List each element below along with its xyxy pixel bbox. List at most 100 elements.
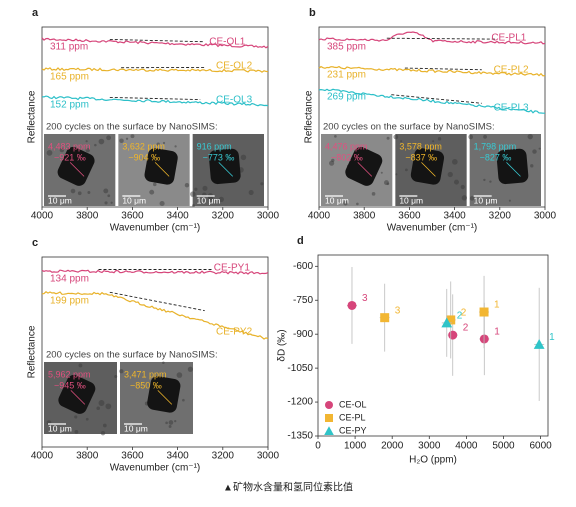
texture — [169, 420, 174, 425]
data-point — [380, 313, 389, 322]
point-label: 3 — [362, 293, 368, 304]
x-tick-label: 3600 — [398, 211, 421, 222]
texture — [372, 192, 376, 196]
texture — [393, 135, 398, 140]
image-ppm: 3,471 ppm — [124, 369, 167, 379]
x-tick-label: 3800 — [76, 211, 99, 222]
x-tick-label: 4000 — [455, 441, 478, 452]
x-tick-label: 4000 — [31, 211, 54, 222]
texture — [356, 203, 359, 206]
x-tick-label: 3200 — [212, 451, 235, 462]
image-dD: −827 ‰ — [480, 152, 512, 162]
image-ppm: 3,578 ppm — [399, 141, 442, 151]
scale-label: 10 μm — [124, 423, 148, 433]
texture — [185, 183, 189, 187]
texture — [174, 145, 176, 147]
x-tick-label: 6000 — [529, 441, 552, 452]
texture — [194, 188, 197, 191]
texture — [162, 362, 165, 365]
texture — [509, 200, 511, 202]
texture — [532, 149, 536, 153]
texture — [452, 159, 458, 165]
point-label: 1 — [494, 327, 500, 338]
texture — [96, 407, 100, 411]
x-axis-label: Wavenumber (cm⁻¹) — [387, 223, 477, 234]
y-axis-label: Reflectance — [27, 325, 38, 378]
texture — [462, 195, 467, 200]
texture — [119, 369, 123, 373]
y-axis-label: δD (‰) — [277, 329, 288, 361]
texture — [101, 431, 105, 435]
curve-ppm: 269 ppm — [327, 92, 366, 103]
texture — [387, 182, 390, 185]
texture — [387, 137, 390, 140]
point-label: 2 — [457, 311, 463, 322]
x-tick-label: 4000 — [308, 211, 331, 222]
point-label: 2 — [463, 323, 469, 334]
texture — [381, 172, 383, 174]
image-dD: −904 ‰ — [128, 152, 160, 162]
x-tick-label: 3000 — [257, 451, 280, 462]
curve-ppm: 199 ppm — [50, 296, 89, 307]
x-axis-label: H₂O (ppm) — [409, 455, 457, 466]
x-tick-label: 5000 — [492, 441, 515, 452]
nanosims-note: 200 cycles on the surface by NanoSIMS: — [323, 122, 495, 133]
texture — [106, 135, 111, 140]
texture — [99, 400, 105, 406]
texture — [182, 399, 185, 402]
image-ppm: 4,476 ppm — [325, 141, 368, 151]
curve-name: CE-OL1 — [209, 37, 246, 48]
texture — [530, 164, 533, 167]
curve-name: CE-PY2 — [216, 327, 253, 338]
image-ppm: 4,483 ppm — [48, 141, 91, 151]
texture — [174, 420, 176, 422]
texture — [461, 185, 465, 189]
x-tick-label: 3400 — [166, 451, 189, 462]
x-tick-label: 3400 — [443, 211, 466, 222]
texture — [126, 138, 128, 140]
texture — [94, 144, 97, 147]
texture — [107, 194, 110, 197]
scale-label: 10 μm — [474, 195, 498, 205]
texture — [188, 367, 193, 372]
scale-label: 10 μm — [48, 423, 72, 433]
image-dD: −921 ‰ — [54, 152, 86, 162]
y-tick-label: -1050 — [287, 363, 313, 374]
texture — [483, 135, 487, 139]
texture — [169, 425, 172, 428]
curve-name: CE-PY1 — [214, 263, 251, 274]
texture — [78, 191, 82, 195]
x-axis-label: Wavenumber (cm⁻¹) — [110, 223, 200, 234]
panel-letter: b — [309, 7, 316, 19]
texture — [405, 168, 408, 171]
x-tick-label: 3000 — [534, 211, 557, 222]
texture — [448, 172, 453, 177]
y-tick-label: -750 — [293, 295, 313, 306]
curve-name: CE-PL3 — [494, 103, 529, 114]
image-dD: −773 ‰ — [203, 152, 235, 162]
x-axis-label: Wavenumber (cm⁻¹) — [110, 463, 200, 474]
image-dD: −850 ‰ — [130, 380, 162, 390]
scale-label: 10 μm — [197, 195, 221, 205]
curve-ppm: 134 ppm — [50, 274, 89, 285]
y-tick-label: -600 — [293, 261, 313, 272]
curve-ppm: 311 ppm — [50, 42, 88, 53]
texture — [192, 204, 195, 207]
texture — [539, 148, 541, 150]
texture — [438, 137, 441, 140]
image-ppm: 3,632 ppm — [122, 141, 165, 151]
texture — [79, 363, 83, 367]
x-tick-label: 3600 — [121, 451, 144, 462]
y-axis-label: Reflectance — [27, 90, 38, 143]
x-tick-label: 3200 — [489, 211, 512, 222]
legend-label: CE-OL — [339, 399, 367, 409]
legend-label: CE-PL — [339, 412, 366, 422]
x-tick-label: 3800 — [353, 211, 376, 222]
image-ppm: 916 ppm — [197, 141, 232, 151]
x-tick-label: 3200 — [212, 211, 235, 222]
texture — [111, 202, 113, 204]
point-label: 3 — [395, 305, 401, 316]
texture — [75, 430, 79, 434]
texture — [114, 375, 117, 378]
